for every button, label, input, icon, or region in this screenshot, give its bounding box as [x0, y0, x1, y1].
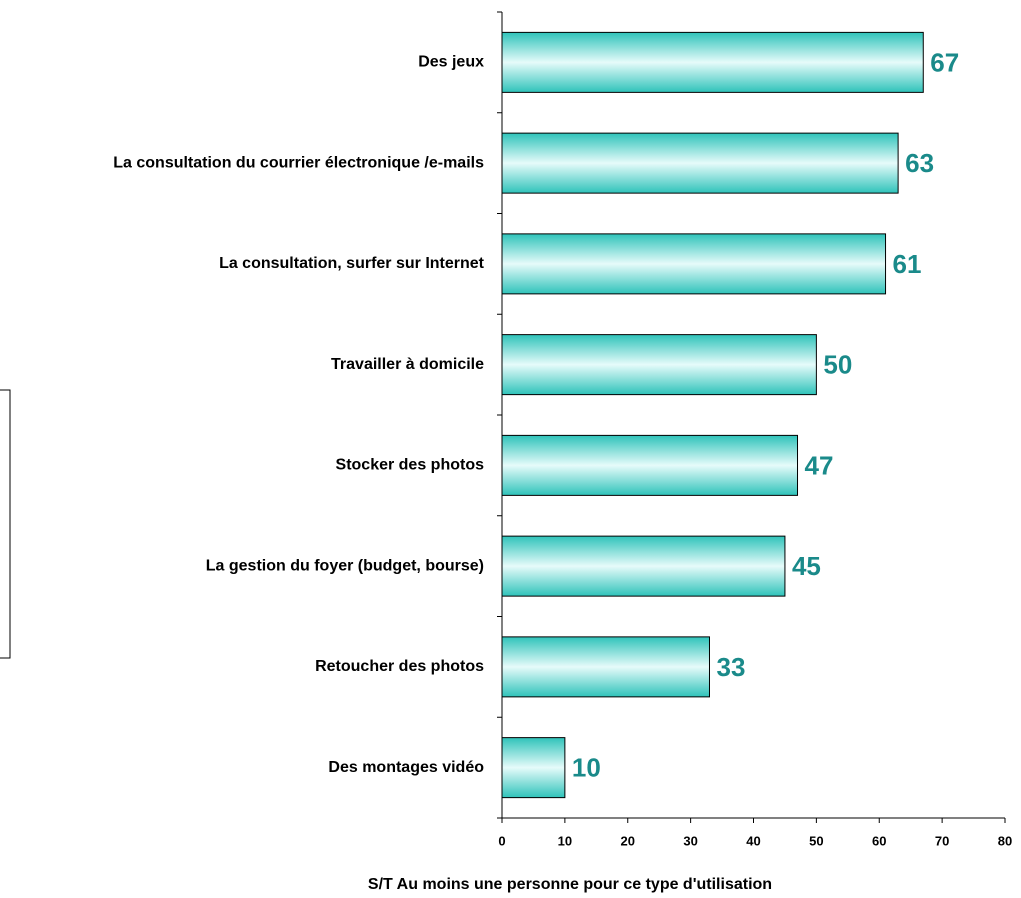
category-label: Des montages vidéo	[328, 759, 484, 776]
category-label: Des jeux	[418, 54, 484, 71]
x-tick-label: 80	[998, 833, 1012, 848]
bar	[501, 737, 566, 799]
x-tick-label: 60	[872, 833, 886, 848]
value-label: 63	[905, 148, 934, 178]
category-label: Retoucher des photos	[315, 658, 484, 675]
legend-box	[0, 389, 11, 659]
bar	[501, 233, 887, 295]
category-label: La consultation du courrier électronique…	[113, 154, 484, 171]
value-label: 10	[572, 753, 601, 783]
value-label: 33	[716, 652, 745, 682]
value-label: 67	[930, 47, 959, 77]
bar	[501, 132, 899, 194]
value-label: 61	[893, 249, 922, 279]
x-tick-label: 50	[809, 833, 823, 848]
x-tick-label: 40	[746, 833, 760, 848]
bar	[501, 31, 924, 93]
category-label: La consultation, surfer sur Internet	[219, 255, 485, 272]
x-tick-label: 30	[683, 833, 697, 848]
bar	[501, 636, 710, 698]
value-label: 47	[805, 450, 834, 480]
bar	[501, 434, 799, 496]
x-tick-label: 0	[498, 833, 505, 848]
x-axis-title: S/T Au moins une personne pour ce type d…	[368, 876, 772, 893]
category-label: Travailler à domicile	[331, 356, 484, 373]
category-label: La gestion du foyer (budget, bourse)	[206, 557, 484, 574]
x-tick-label: 70	[935, 833, 949, 848]
category-label: Stocker des photos	[336, 457, 485, 474]
x-tick-label: 10	[558, 833, 572, 848]
value-label: 50	[823, 350, 852, 380]
bar	[501, 334, 817, 396]
value-label: 45	[792, 551, 821, 581]
x-tick-label: 20	[621, 833, 635, 848]
bar	[501, 535, 786, 597]
